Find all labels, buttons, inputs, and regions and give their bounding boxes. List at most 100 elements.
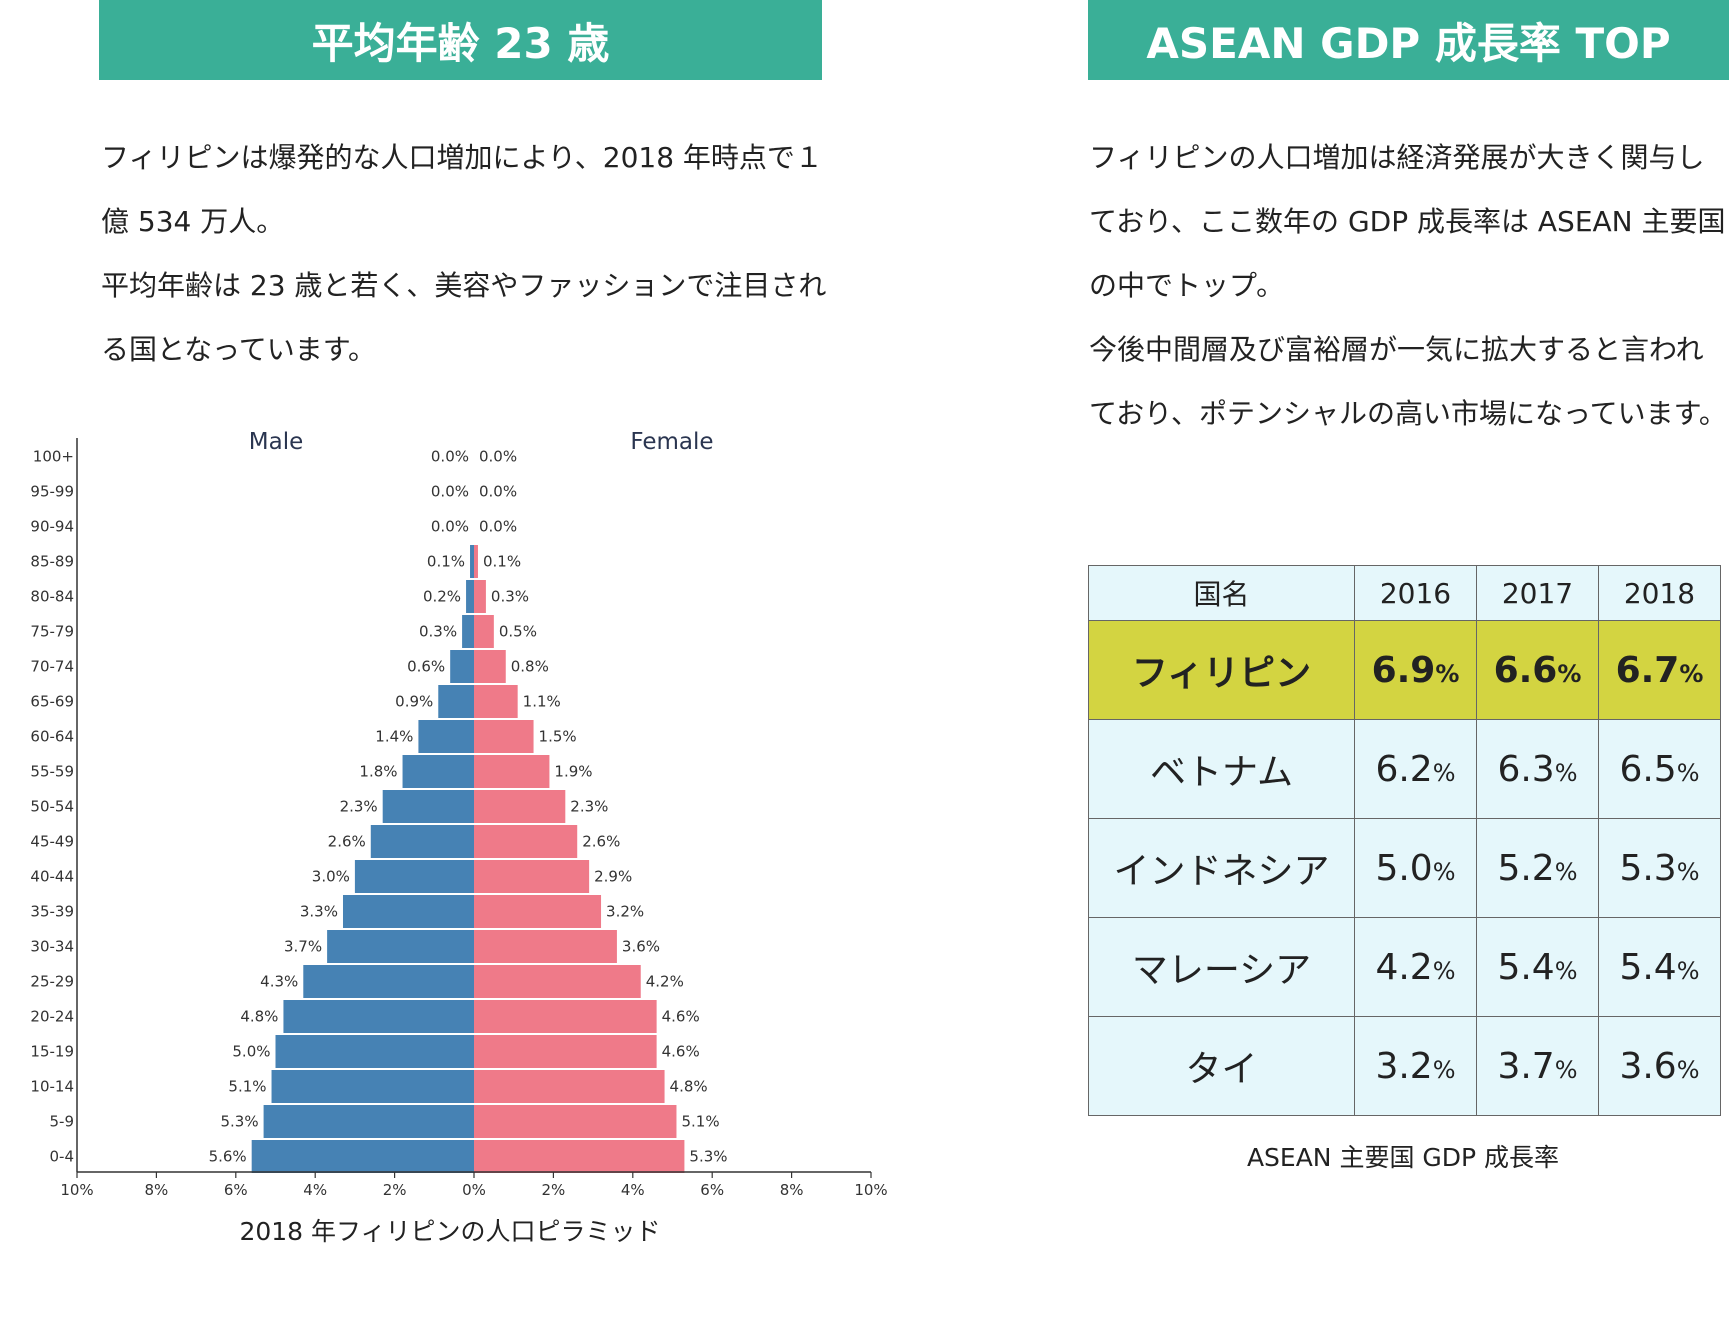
gdp-description: フィリピンの人口増加は経済発展が大きく関与しており、ここ数年の GDP 成長率は…: [1089, 126, 1729, 446]
female-data-label: 0.0%: [479, 448, 517, 466]
x-tick-label: 8%: [145, 1181, 169, 1199]
growth-value: 5.3%: [1598, 818, 1721, 918]
female-legend-label: Female: [630, 429, 713, 455]
percent-sign: %: [1554, 857, 1578, 886]
male-data-label: 3.3%: [300, 903, 338, 921]
female-data-label: 1.5%: [539, 728, 577, 746]
male-bar: [470, 545, 474, 578]
age-group-label: 70-74: [30, 658, 74, 676]
female-bar: [474, 1070, 665, 1103]
age-group-label: 95-99: [30, 483, 74, 501]
percent-sign: %: [1676, 857, 1700, 886]
percent-sign: %: [1432, 1055, 1456, 1084]
female-bar: [474, 545, 478, 578]
header-country: 国名: [1088, 565, 1355, 621]
male-data-label: 0.9%: [395, 693, 433, 711]
population-paragraph-2: 平均年齢は 23 歳と若く、美容やファッションで注目される国となっています。: [101, 269, 827, 366]
male-data-label: 0.0%: [431, 483, 469, 501]
population-banner: 平均年齢 23 歳: [99, 0, 822, 80]
male-data-label: 0.2%: [423, 588, 461, 606]
growth-number: 3.7: [1497, 1045, 1555, 1087]
growth-value: 3.6%: [1598, 1016, 1721, 1116]
age-group-label: 5-9: [50, 1113, 75, 1131]
male-bar: [402, 755, 474, 788]
x-tick-label: 0%: [462, 1181, 486, 1199]
growth-number: 6.5: [1619, 748, 1677, 790]
female-data-label: 0.5%: [499, 623, 537, 641]
male-legend-label: Male: [249, 429, 303, 455]
female-data-label: 2.9%: [594, 868, 632, 886]
growth-value: 6.7%: [1598, 620, 1721, 720]
age-group-label: 0-4: [50, 1148, 75, 1166]
age-group-label: 80-84: [30, 588, 74, 606]
male-bar: [354, 860, 474, 893]
x-tick-label: 6%: [224, 1181, 248, 1199]
x-tick-label: 4%: [303, 1181, 327, 1199]
female-bar: [474, 965, 641, 998]
male-data-label: 3.7%: [284, 938, 322, 956]
growth-value: 6.2%: [1354, 719, 1477, 819]
growth-value: 4.2%: [1354, 917, 1477, 1017]
growth-value: 5.4%: [1598, 917, 1721, 1017]
percent-sign: %: [1554, 758, 1578, 787]
female-data-label: 1.9%: [554, 763, 592, 781]
table-row: インドネシア 5.0% 5.2% 5.3%: [1088, 818, 1721, 918]
growth-value: 6.9%: [1354, 620, 1477, 720]
female-bar: [474, 1140, 685, 1173]
header-year-2016: 2016: [1354, 565, 1477, 621]
female-bar: [474, 755, 550, 788]
male-data-label: 1.4%: [375, 728, 413, 746]
growth-number: 5.4: [1497, 946, 1555, 988]
female-data-label: 4.6%: [662, 1043, 700, 1061]
age-group-label: 15-19: [30, 1043, 74, 1061]
growth-number: 5.2: [1497, 847, 1555, 889]
age-group-label: 20-24: [30, 1008, 74, 1026]
country-name: フィリピン: [1088, 620, 1355, 720]
male-bar: [275, 1035, 474, 1068]
percent-sign: %: [1557, 659, 1582, 688]
population-paragraph-1: フィリピンは爆発的な人口増加により、2018 年時点で１億 534 万人。: [101, 141, 823, 238]
male-data-label: 4.8%: [240, 1008, 278, 1026]
male-data-label: 0.6%: [407, 658, 445, 676]
growth-value: 6.6%: [1476, 620, 1599, 720]
age-group-label: 60-64: [30, 728, 74, 746]
male-data-label: 4.3%: [260, 973, 298, 991]
male-bar: [382, 790, 474, 823]
country-name: タイ: [1088, 1016, 1355, 1116]
female-bar: [474, 895, 602, 928]
table-row: マレーシア 4.2% 5.4% 5.4%: [1088, 917, 1721, 1017]
female-data-label: 1.1%: [523, 693, 561, 711]
x-tick-label: 10%: [60, 1181, 93, 1199]
growth-number: 4.2: [1375, 946, 1433, 988]
age-group-label: 55-59: [30, 763, 74, 781]
male-bar: [303, 965, 474, 998]
country-name: ベトナム: [1088, 719, 1355, 819]
female-bar: [474, 860, 590, 893]
age-group-label: 40-44: [30, 868, 74, 886]
female-data-label: 3.2%: [606, 903, 644, 921]
percent-sign: %: [1432, 758, 1456, 787]
male-data-label: 2.6%: [328, 833, 366, 851]
x-tick-label: 10%: [854, 1181, 887, 1199]
table-row: タイ 3.2% 3.7% 3.6%: [1088, 1016, 1721, 1116]
age-group-label: 100+: [33, 448, 74, 466]
female-data-label: 4.2%: [646, 973, 684, 991]
female-data-label: 0.3%: [491, 588, 529, 606]
female-data-label: 4.6%: [662, 1008, 700, 1026]
percent-sign: %: [1432, 956, 1456, 985]
age-group-label: 90-94: [30, 518, 74, 536]
male-bar: [327, 930, 474, 963]
table-row: フィリピン 6.9% 6.6% 6.7%: [1088, 620, 1721, 720]
x-tick-label: 6%: [700, 1181, 724, 1199]
growth-value: 3.7%: [1476, 1016, 1599, 1116]
female-bar: [474, 580, 486, 613]
female-data-label: 0.0%: [479, 483, 517, 501]
table-header-row: 国名 2016 2017 2018: [1088, 565, 1721, 621]
male-data-label: 3.0%: [312, 868, 350, 886]
male-bar: [438, 685, 474, 718]
percent-sign: %: [1435, 659, 1460, 688]
growth-number: 5.0: [1375, 847, 1433, 889]
growth-number: 3.2: [1375, 1045, 1433, 1087]
age-group-label: 35-39: [30, 903, 74, 921]
x-tick-label: 2%: [383, 1181, 407, 1199]
